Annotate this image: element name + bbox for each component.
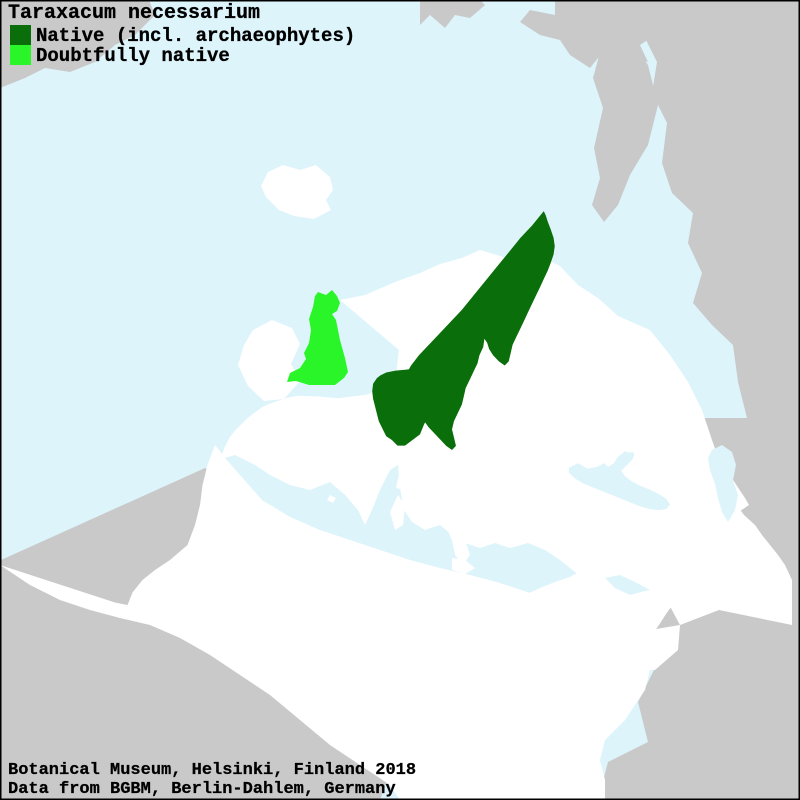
svg-text:Doubtfully native: Doubtfully native — [36, 45, 230, 67]
svg-text:Botanical Museum, Helsinki, Fi: Botanical Museum, Helsinki, Finland 2018 — [8, 761, 416, 780]
svg-text:Data from BGBM, Berlin-Dahlem,: Data from BGBM, Berlin-Dahlem, Germany — [8, 780, 396, 799]
svg-text:Taraxacum necessarium: Taraxacum necessarium — [8, 2, 260, 25]
svg-text:Native (incl. archaeophytes): Native (incl. archaeophytes) — [36, 25, 355, 47]
